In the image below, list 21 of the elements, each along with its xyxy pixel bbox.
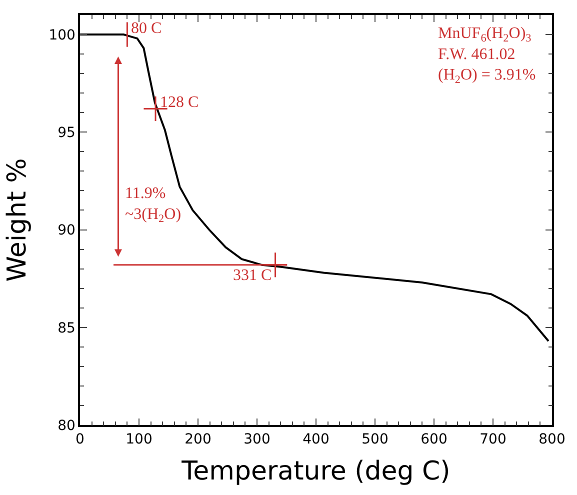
y-tick-label: 90: [58, 222, 76, 239]
x-tick-label: 100: [126, 432, 152, 448]
y-axis-title: Weight %: [2, 158, 33, 282]
annotation: 11.9% ~3(H$_{2}$O): [125, 185, 182, 226]
x-tick-label: 600: [420, 432, 448, 448]
x-tick-label: 0: [76, 432, 84, 448]
x-axis-title: Temperature (deg C): [180, 456, 450, 487]
x-tick-label: 500: [362, 432, 388, 448]
annotation: 331 C: [233, 267, 272, 284]
y-tick-label: 85: [58, 320, 76, 336]
y-tick-label: 100: [48, 27, 76, 44]
annotation: 128 C: [160, 94, 199, 111]
x-tick-label: 800: [538, 432, 566, 448]
x-tick-label: 400: [302, 432, 330, 448]
x-tick-label: 700: [480, 432, 506, 448]
x-tick-label: 300: [244, 432, 270, 448]
annotation: 80 C: [131, 20, 162, 37]
y-tick-label: 80: [58, 418, 76, 434]
x-tick-label: 200: [184, 432, 212, 448]
y-tick-label: 95: [58, 125, 76, 142]
text: MnUF$_{6}$(H$_{2}$O)$_{3}$ F.W. 461.02 (H$_{2}$O) = 3.91%: [438, 25, 536, 86]
